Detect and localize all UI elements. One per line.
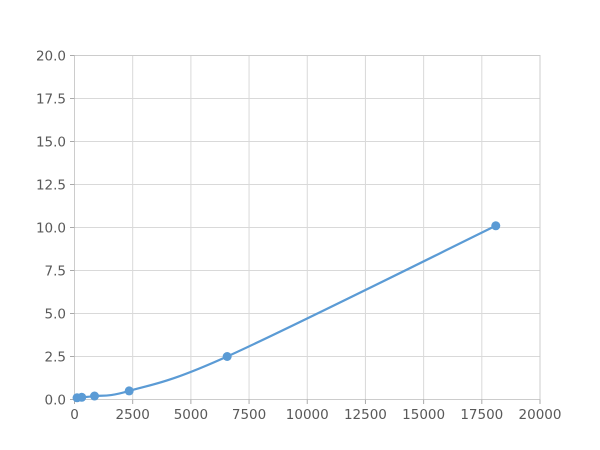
x-tick-label: 0: [70, 407, 79, 423]
y-tick-label: 15.0: [36, 134, 66, 150]
x-tick-label: 17500: [460, 407, 503, 423]
y-tick-label: 10.0: [36, 220, 66, 236]
x-tick-label: 15000: [402, 407, 445, 423]
x-tick-label: 5000: [174, 407, 208, 423]
y-tick-label: 0.0: [45, 392, 66, 408]
data-point-marker: [90, 391, 100, 401]
data-point-marker: [124, 386, 134, 396]
data-point-marker: [77, 392, 87, 402]
data-point-marker: [491, 221, 501, 231]
y-tick-label: 2.5: [45, 349, 66, 365]
y-tick-label: 17.5: [36, 91, 66, 107]
x-tick-label: 10000: [286, 407, 329, 423]
x-tick-label: 20000: [519, 407, 562, 423]
x-tick-label: 12500: [344, 407, 387, 423]
data-point-marker: [222, 352, 232, 361]
y-tick-label: 12.5: [36, 177, 66, 193]
y-tick-label: 7.5: [45, 263, 66, 279]
y-tick-label: 20.0: [36, 48, 66, 64]
y-tick-label: 5.0: [45, 306, 66, 322]
x-tick-label: 2500: [116, 407, 150, 423]
x-tick-label: 7500: [232, 407, 266, 423]
